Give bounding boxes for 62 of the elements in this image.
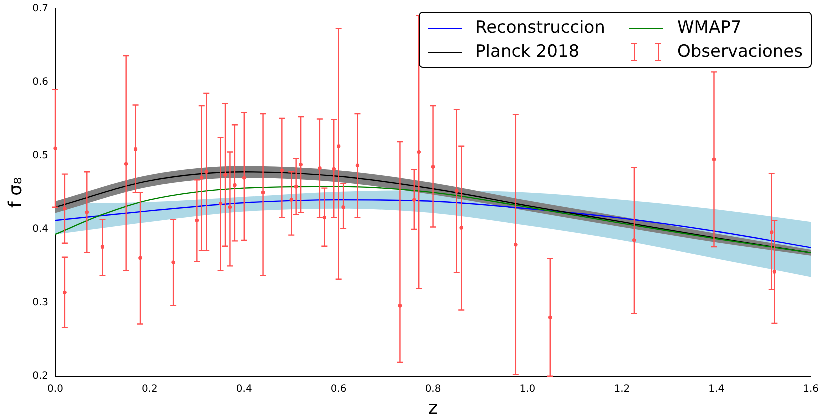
y-tick-label: 0.5 — [32, 150, 49, 162]
point — [63, 207, 67, 211]
x-tick-label: 0.2 — [142, 384, 158, 395]
point — [337, 144, 341, 148]
point — [218, 202, 223, 206]
point — [294, 185, 298, 189]
y-tick-label: 0.2 — [32, 370, 49, 382]
point — [431, 165, 436, 169]
legend-label: WMAP7 — [677, 18, 742, 38]
point — [332, 167, 336, 171]
x-tick-label: 0.6 — [330, 384, 347, 395]
legend-label: Observaciones — [677, 42, 803, 62]
point — [204, 170, 208, 174]
x-tick-label: 1.6 — [803, 384, 819, 395]
point — [200, 176, 204, 180]
x-tick-label: 1.0 — [520, 384, 536, 395]
point — [772, 270, 776, 274]
point — [417, 150, 421, 154]
y-tick-label: 0.3 — [32, 298, 49, 309]
x-tick-label: 0.8 — [425, 384, 442, 395]
point — [172, 260, 176, 264]
point — [322, 216, 326, 220]
point — [138, 256, 142, 260]
point — [632, 238, 636, 242]
line-series — [56, 199, 812, 248]
point — [290, 198, 294, 202]
point — [242, 176, 246, 180]
line-series — [56, 186, 812, 254]
point — [228, 206, 232, 210]
point — [342, 206, 346, 210]
point — [460, 226, 464, 230]
point — [770, 230, 774, 234]
point — [318, 166, 322, 170]
point — [514, 243, 518, 247]
point — [356, 164, 360, 168]
point — [712, 158, 716, 162]
point — [261, 190, 266, 194]
point — [233, 184, 237, 188]
y-tick-label: 0.4 — [32, 224, 49, 236]
x-tick-label: 0.0 — [48, 384, 64, 395]
point — [299, 162, 303, 167]
legend-label: Planck 2018 — [476, 42, 580, 62]
point — [224, 173, 228, 177]
point — [134, 148, 138, 152]
x-tick-label: 1.4 — [708, 384, 725, 395]
x-axis-title: z — [428, 398, 438, 419]
point — [124, 162, 128, 166]
point — [455, 189, 459, 194]
y-tick-label: 0.7 — [32, 4, 49, 15]
y-tick-label: 0.6 — [32, 77, 49, 88]
point — [63, 290, 67, 294]
point — [398, 304, 402, 308]
x-tick-label: 1.2 — [614, 384, 630, 395]
point — [195, 218, 199, 222]
point — [412, 198, 416, 202]
point — [85, 210, 89, 214]
y-axis-title: f σ₈ — [5, 177, 26, 208]
legend-label: Reconstruccion — [476, 18, 606, 38]
x-tick-label: 0.4 — [236, 384, 252, 395]
point — [548, 316, 552, 320]
point — [280, 168, 284, 172]
point — [100, 245, 105, 249]
